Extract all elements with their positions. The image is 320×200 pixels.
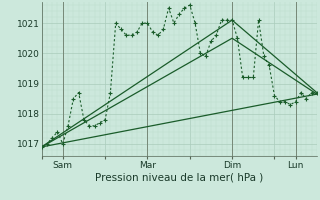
X-axis label: Pression niveau de la mer( hPa ): Pression niveau de la mer( hPa ) — [95, 173, 263, 183]
